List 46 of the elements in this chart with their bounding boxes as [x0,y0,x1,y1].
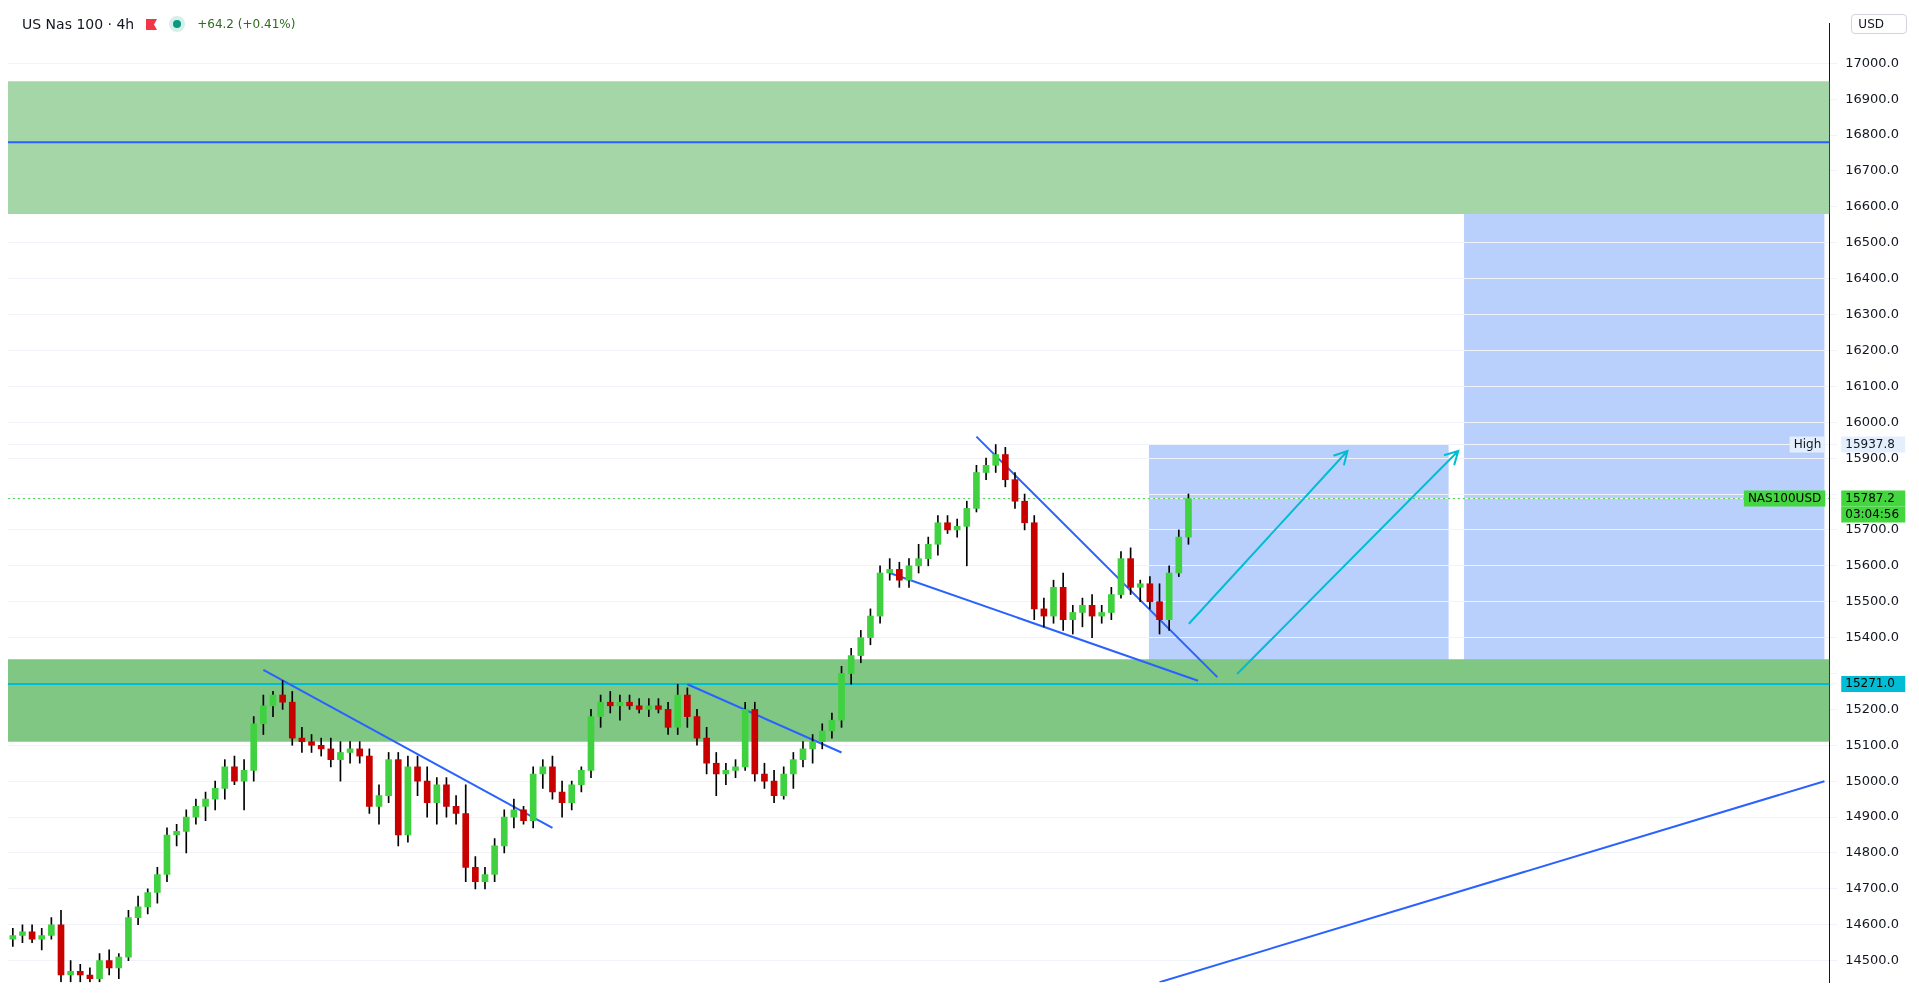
y-tick-label: 15271.0 [1845,676,1895,691]
y-tick-label: 14600.0 [1845,916,1900,932]
y-tick-label: 16500.0 [1845,234,1900,250]
candlestick [38,928,46,951]
y-tick-label: 16700.0 [1845,162,1900,178]
y-tick-label: 16900.0 [1845,90,1900,106]
y-tick-label: 16800.0 [1845,126,1900,142]
candlestick [76,963,84,983]
y-tick-label: 16200.0 [1845,341,1900,357]
y-tick-label: 15100.0 [1845,736,1900,752]
text: USD [1851,14,1907,34]
candlestick [1098,604,1106,624]
y-tick-label: 14500.0 [1845,952,1900,968]
y-tick-label: 16600.0 [1845,198,1900,214]
chart-title: US Nas 100 · 4h [22,16,135,32]
y-tick-label: 15700.0 [1845,521,1900,537]
y-tick-label: 17000.0 [1845,54,1900,70]
candlestick [645,698,653,717]
candlestick [317,737,325,757]
y-tick-label: 14900.0 [1845,808,1900,824]
candlestick [9,928,17,947]
candlestick [1136,579,1144,603]
y-tick-label: 15400.0 [1845,628,1900,644]
y-tick-label: 15787.2 [1845,490,1895,505]
y-tick-label: 15000.0 [1845,772,1900,788]
y-tick-label: 16400.0 [1845,270,1900,286]
y-tick-label: 14700.0 [1845,880,1900,896]
chart-subtitle: +64.2 (+0.41%) [197,17,296,31]
annotation: High [1793,436,1822,451]
y-tick-label: 14800.0 [1845,844,1900,860]
y-tick-label: 15500.0 [1845,593,1900,609]
y-tick-label: 15937.8 [1845,436,1895,451]
candlestick [240,759,248,811]
candlestick [712,752,720,796]
candlestick [539,759,547,789]
text: 03:04:56 [1845,506,1900,521]
ref-line-label: NAS100USD [1747,490,1822,505]
candlestick [886,558,894,581]
y-tick-label: 16000.0 [1845,413,1900,429]
candlestick [606,691,614,714]
y-tick-label: 16100.0 [1845,377,1900,393]
y-tick-label: 15200.0 [1845,700,1900,716]
y-tick-label: 15900.0 [1845,449,1900,465]
y-tick-label: 16300.0 [1845,305,1900,321]
y-tick-label: 15600.0 [1845,557,1900,573]
candlestick [452,795,460,825]
